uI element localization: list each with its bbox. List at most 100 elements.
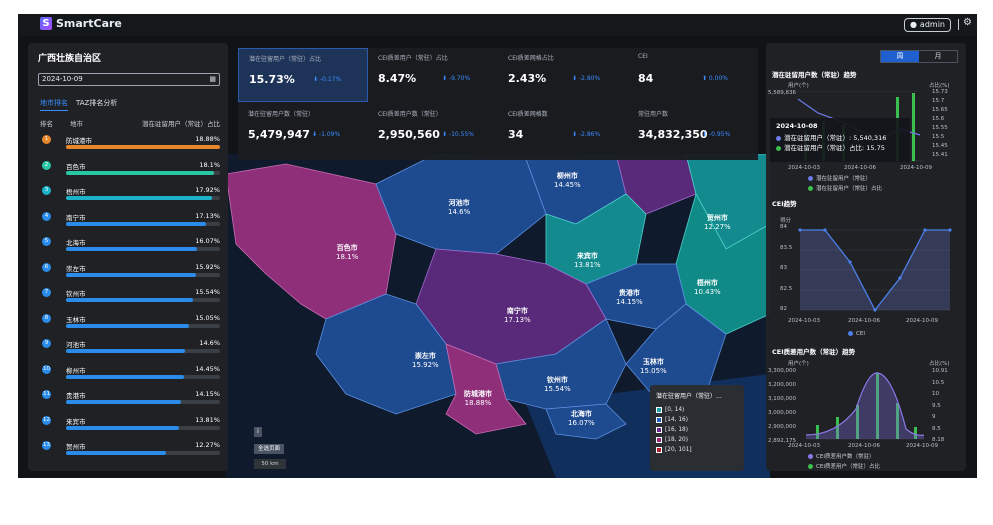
map-scale: 50 km — [254, 459, 286, 469]
chart1-legend-item[interactable]: 潜在驻留用户（常驻）占比 — [808, 184, 882, 192]
chart3-right-tick: 9.5 — [932, 402, 941, 409]
ranking-row[interactable]: 9 河池市 14.6% — [40, 335, 220, 360]
ranking-city: 崇左市 — [66, 264, 86, 273]
map-info-button[interactable]: i — [254, 427, 262, 437]
ranking-row[interactable]: 7 钦州市 15.54% — [40, 284, 220, 309]
ranking-bar-fill — [66, 298, 193, 302]
tab-city-ranking[interactable]: 地市排名 — [40, 98, 68, 111]
map-legend-item[interactable]: [14, 16) — [656, 415, 738, 425]
map-legend-item[interactable]: [16, 18) — [656, 425, 738, 435]
chart2-legend-item[interactable]: CEI — [848, 331, 865, 337]
rank-badge: 1 — [42, 135, 51, 144]
chart1-title: 潜在驻留用户数（常驻）趋势 — [772, 71, 857, 79]
ranking-bar-fill — [66, 425, 179, 430]
rank-badge: 12 — [42, 415, 51, 425]
kpi-change: ⬆ 0.00% — [702, 75, 728, 82]
ranking-pct: 14.45% — [195, 364, 220, 373]
kpi-label: 常驻用户数 — [638, 111, 669, 118]
date-picker[interactable]: 2024-10-09 ▦ — [38, 73, 220, 86]
kpi-card[interactable]: CEI质差用户（常驻）占比 8.47% ⬇ -9.70% — [368, 48, 498, 102]
ranking-bar — [66, 425, 220, 430]
chart1-right-tick: 15.45 — [932, 143, 948, 149]
kpi-value: 15.73% — [249, 73, 295, 86]
chart1-right-tick: 15.7 — [932, 98, 945, 104]
chart3-right-tick: 10.91 — [932, 368, 948, 374]
chart3-left-tick: 2,892,175 — [768, 438, 796, 444]
kpi-label: CEI质差网格占比 — [508, 55, 554, 62]
map-label-chongzuo: 崇左市 15.92% — [412, 352, 439, 369]
rank-badge: 4 — [42, 211, 51, 221]
chart1-bar — [912, 93, 915, 161]
kpi-card[interactable]: 潜在驻留用户（常驻）占比 15.73% ⬇ -0.17% — [238, 48, 368, 102]
app-logo: S SmartCare — [40, 17, 122, 30]
map-legend-item[interactable]: [18, 20) — [656, 435, 738, 445]
map-view-button[interactable]: 全选页面 — [254, 444, 284, 454]
cei-point — [923, 228, 927, 232]
ranking-row[interactable]: 11 贵港市 14.15% — [40, 386, 220, 411]
ranking-row[interactable]: 10 柳州市 14.45% — [40, 361, 220, 386]
user-name: admin — [919, 20, 945, 29]
chart3-left-tick: 2,900,000 — [768, 424, 796, 430]
kpi-label: 潜在驻留用户数（常驻） — [248, 111, 315, 118]
chart1-legend-item[interactable]: 潜在驻留用户（常驻） — [808, 174, 871, 182]
user-menu-button[interactable]: ● admin — [903, 18, 951, 32]
ranking-row[interactable]: 4 南宁市 17.13% — [40, 208, 220, 233]
period-toggle: 周 月 — [880, 50, 958, 63]
map-legend-item[interactable]: [0, 14) — [656, 405, 738, 415]
map-legend-item[interactable]: [20, 101] — [656, 445, 738, 455]
map-area[interactable]: 河池市 14.6% 柳州市 14.45% 贺州市 12.27% 百色市 18.1% 来宾… — [225, 153, 771, 478]
map-label-baise: 百色市 18.1% — [336, 244, 359, 261]
kpi-value: 34 — [508, 128, 524, 141]
chart2-y-tick: 83.5 — [780, 244, 793, 251]
cei-point — [798, 228, 802, 232]
chart1-right-tick: 15.5 — [932, 134, 945, 140]
ranking-row[interactable]: 3 梧州市 17.92% — [40, 182, 220, 207]
chart3-left-tick: 3,200,000 — [768, 382, 796, 388]
ranking-city: 百色市 — [66, 162, 86, 171]
kpi-card[interactable]: CEI质差网格数 34 ⬇ -2.86% — [498, 104, 628, 158]
cei-chart-plot — [798, 228, 952, 312]
ranking-row[interactable]: 13 贺州市 12.27% — [40, 437, 220, 462]
kpi-label: CEI质差网格数 — [508, 111, 548, 118]
ranking-bar-fill — [66, 323, 189, 328]
chart3-right-tick: 10 — [932, 391, 939, 397]
chart3-bar — [876, 373, 879, 439]
gear-icon[interactable]: ⚙ — [963, 17, 972, 28]
map-label-beihai: 北海市 16.07% — [568, 410, 595, 427]
calendar-icon: ▦ — [209, 75, 216, 83]
kpi-label: CEI质差用户（常驻）占比 — [378, 55, 448, 62]
chart3-legend-item[interactable]: CEI质差用户（常驻）占比 — [808, 462, 880, 470]
ranking-bar-fill — [66, 145, 220, 149]
period-month-button[interactable]: 月 — [934, 52, 942, 60]
map-label-hezhou: 贺州市 12.27% — [704, 214, 731, 231]
chart2-y-tick: 84 — [780, 224, 787, 230]
top-bar: S SmartCare ● admin ⚙ — [18, 14, 977, 36]
chart3-title: CEI质差用户数（常驻）趋势 — [772, 348, 856, 356]
ranking-pct: 12.27% — [195, 441, 220, 449]
chart3-bar — [896, 403, 899, 439]
logo-icon: S — [40, 17, 52, 30]
kpi-label: CEI — [638, 53, 648, 60]
chart3-left-tick: 3,300,000 — [768, 368, 796, 374]
ranking-row[interactable]: 12 来宾市 13.81% — [40, 412, 220, 437]
ranking-bar — [66, 298, 220, 302]
kpi-card[interactable]: CEI质差用户数（常驻） 2,950,560 ⬇ -10.55% — [368, 104, 498, 158]
rank-badge: 5 — [42, 237, 51, 246]
kpi-card[interactable]: CEI 84 ⬆ 0.00% — [628, 48, 758, 102]
ranking-bar — [66, 374, 220, 379]
ranking-row[interactable]: 2 百色市 18.1% — [40, 157, 220, 182]
kpi-card[interactable]: CEI质差网格占比 2.43% ⬇ -2.80% — [498, 48, 628, 102]
chart3-legend-item[interactable]: CEI质差用户数（常驻） — [808, 452, 874, 460]
ranking-row[interactable]: 5 北海市 16.07% — [40, 233, 220, 258]
tab-taz-ranking[interactable]: TAZ排名分析 — [76, 99, 118, 107]
kpi-card[interactable]: 常驻用户数 34,832,350 ⬇ -0.95% — [628, 104, 758, 158]
chart1-right-tick: 15.65 — [932, 107, 948, 113]
ranking-row[interactable]: 1 防城港市 18.88% — [40, 131, 220, 156]
period-week-button[interactable]: 周 — [881, 51, 919, 62]
ranking-row[interactable]: 6 崇左市 15.92% — [40, 259, 220, 284]
chart3-right-tick: 8.5 — [932, 425, 941, 432]
map-label-laibin: 来宾市 13.81% — [574, 252, 601, 269]
kpi-card[interactable]: 潜在驻留用户数（常驻） 5,479,947 ⬇ -1.09% — [238, 104, 368, 158]
ranking-row[interactable]: 8 玉林市 15.05% — [40, 310, 220, 335]
kpi-change: ⬇ -2.80% — [572, 75, 601, 82]
